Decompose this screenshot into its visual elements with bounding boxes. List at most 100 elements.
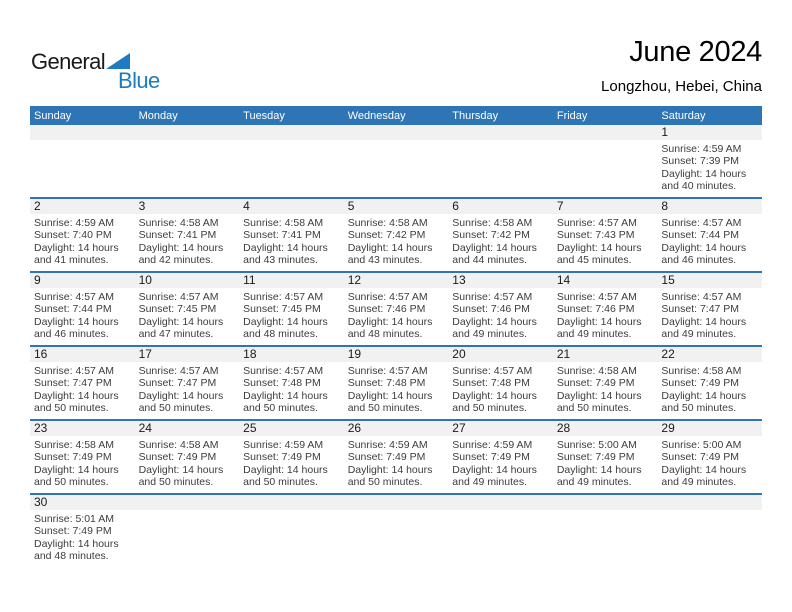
sunset-value: 7:49 PM — [72, 451, 112, 464]
sunrise-line: Sunrise: 4:58 AM — [139, 439, 236, 451]
day-number: 17 — [138, 347, 152, 361]
sunrise-value: 4:57 AM — [493, 365, 533, 377]
sunrise-value: 4:57 AM — [598, 291, 637, 303]
day-number: 13 — [452, 273, 466, 287]
day-number: 1 — [661, 125, 669, 139]
sunset-line: Sunset: 7:44 PM — [661, 229, 758, 241]
sunrise-value: 4:57 AM — [75, 291, 114, 303]
daylight-label: Daylight: — [556, 389, 598, 402]
sunrise-value: 4:59 AM — [284, 439, 324, 451]
week-details-row: Sunrise: 4:57 AM Sunset: 7:44 PM Daylight:… — [30, 288, 762, 345]
daylight-line: Daylight: 14 hours and 43 minutes. — [243, 242, 340, 267]
sunset-label: Sunset: — [556, 229, 593, 242]
sunrise-label: Sunrise: — [452, 291, 491, 303]
daylight-label: Daylight: — [138, 241, 180, 254]
sunset-line: Sunset: 7:49 PM — [34, 525, 131, 537]
daylight-line: Daylight: 14 hours and 50 minutes. — [452, 390, 549, 415]
daylight-value: 14 hours and 43 minutes. — [347, 241, 433, 267]
sunset-label: Sunset: — [34, 303, 70, 316]
sunrise-line: Sunrise: 4:58 AM — [452, 217, 549, 229]
sunset-value: 7:44 PM — [699, 229, 740, 242]
day-number — [553, 125, 658, 140]
sunrise-value: 5:01 AM — [75, 513, 114, 525]
week-date-band: 2 3 4 5 6 7 8 — [30, 199, 762, 214]
daylight-label: Daylight: — [452, 241, 494, 254]
daylight-value: 14 hours and 50 minutes. — [34, 389, 119, 415]
sunrise-line: Sunrise: 4:58 AM — [557, 365, 654, 377]
sunrise-label: Sunrise: — [661, 291, 700, 303]
daylight-line: Daylight: 14 hours and 50 minutes. — [139, 390, 236, 415]
sunrise-label: Sunrise: — [34, 365, 73, 377]
day-cell: Sunrise: 4:57 AM Sunset: 7:43 PM Daylight:… — [553, 216, 658, 271]
sunrise-label: Sunrise: — [347, 439, 387, 451]
sunset-value: 7:47 PM — [177, 377, 217, 390]
day-cell: Sunrise: 5:01 AM Sunset: 7:49 PM Daylight:… — [30, 512, 135, 567]
day-cell: Sunrise: 4:58 AM Sunset: 7:42 PM Daylight:… — [344, 216, 449, 271]
sunrise-line: Sunrise: 4:57 AM — [557, 291, 654, 303]
sunrise-label: Sunrise: — [452, 439, 491, 451]
sunset-value: 7:42 PM — [386, 229, 426, 242]
sunset-label: Sunset: — [452, 451, 488, 464]
weekday-header-row: Sunday Monday Tuesday Wednesday Thursday… — [30, 106, 762, 125]
sunrise-value: 4:57 AM — [180, 291, 219, 303]
day-number — [239, 125, 344, 140]
sunset-label: Sunset: — [138, 229, 175, 242]
week-date-band: 1 — [30, 125, 762, 140]
sunset-line: Sunset: 7:40 PM — [34, 229, 131, 241]
sunset-value: 7:49 PM — [177, 451, 217, 464]
daylight-line: Daylight: 14 hours and 44 minutes. — [452, 242, 549, 267]
sunset-value: 7:49 PM — [699, 377, 740, 390]
day-cell — [553, 142, 658, 197]
daylight-line: Daylight: 14 hours and 49 minutes. — [557, 464, 654, 489]
sunset-value: 7:49 PM — [595, 451, 635, 464]
sunset-label: Sunset: — [347, 451, 384, 464]
daylight-value: 14 hours and 50 minutes. — [138, 389, 224, 415]
sunset-value: 7:49 PM — [595, 377, 635, 390]
daylight-value: 14 hours and 46 minutes. — [34, 315, 119, 341]
sunset-label: Sunset: — [661, 229, 698, 242]
daylight-label: Daylight: — [661, 167, 703, 180]
day-cell: Sunrise: 4:57 AM Sunset: 7:44 PM Daylight:… — [30, 290, 135, 345]
day-number — [30, 125, 135, 140]
sunrise-line: Sunrise: 4:59 AM — [452, 439, 549, 451]
sunrise-line: Sunrise: 4:58 AM — [139, 217, 236, 229]
sunset-line: Sunset: 7:45 PM — [243, 303, 340, 315]
sunset-label: Sunset: — [347, 377, 384, 390]
sunrise-line: Sunrise: 4:57 AM — [34, 291, 131, 303]
sunrise-value: 4:57 AM — [389, 365, 428, 377]
week-details-row: Sunrise: 5:01 AM Sunset: 7:49 PM Daylight:… — [30, 510, 762, 567]
sunset-line: Sunset: 7:47 PM — [661, 303, 758, 315]
sunset-label: Sunset: — [452, 303, 488, 316]
sunrise-value: 5:00 AM — [702, 439, 742, 451]
week-date-band: 16 17 18 19 20 21 22 — [30, 347, 762, 362]
sunset-label: Sunset: — [661, 303, 698, 316]
day-cell — [30, 142, 135, 197]
weekday-label-friday: Friday — [556, 109, 588, 122]
day-number: 21 — [556, 347, 571, 361]
sunset-line: Sunset: 7:49 PM — [34, 451, 131, 463]
sunset-label: Sunset: — [34, 525, 70, 538]
sunset-label: Sunset: — [452, 229, 488, 242]
weekday-label-thursday: Thursday — [452, 109, 499, 122]
daylight-line: Daylight: 14 hours and 50 minutes. — [661, 390, 758, 415]
daylight-line: Daylight: 14 hours and 50 minutes. — [243, 464, 340, 489]
daylight-line: Daylight: 14 hours and 50 minutes. — [34, 464, 131, 489]
sunset-value: 7:47 PM — [699, 303, 740, 316]
daylight-value: 14 hours and 48 minutes. — [243, 315, 328, 341]
daylight-line: Daylight: 14 hours and 50 minutes. — [34, 390, 131, 415]
sunset-label: Sunset: — [138, 303, 175, 316]
daylight-label: Daylight: — [556, 241, 598, 254]
sunrise-label: Sunrise: — [661, 217, 700, 229]
day-number: 2 — [34, 199, 41, 213]
calendar-weeks: 1 Sunrise: 4:59 AM Sunset: 7:39 PM Daylight… — [30, 125, 762, 567]
day-cell: Sunrise: 4:57 AM Sunset: 7:45 PM Daylight:… — [135, 290, 240, 345]
sunset-value: 7:46 PM — [595, 303, 635, 316]
sunset-value: 7:46 PM — [490, 303, 530, 316]
sunset-label: Sunset: — [243, 377, 279, 390]
sunset-line: Sunset: 7:41 PM — [139, 229, 236, 241]
sunset-value: 7:49 PM — [490, 451, 530, 464]
sunrise-value: 4:59 AM — [75, 217, 114, 229]
day-cell — [344, 142, 449, 197]
daylight-value: 14 hours and 43 minutes. — [243, 241, 328, 267]
